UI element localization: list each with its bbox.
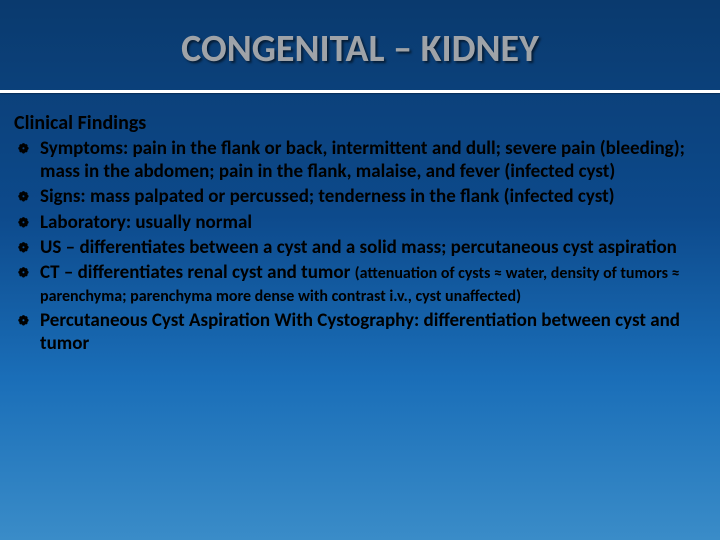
list-item: ❁ Symptoms: pain in the flank or back, i… [14,137,706,183]
content-area: Clinical Findings ❁ Symptoms: pain in th… [0,111,720,356]
list-item: ❁ Percutaneous Cyst Aspiration With Cyst… [14,309,706,355]
title-container: CONGENITAL – KIDNEY [0,0,720,82]
list-text: Percutaneous Cyst Aspiration With Cystog… [40,309,680,355]
bullet-icon: ❁ [18,314,29,330]
list-item: ❁ CT – differentiates renal cyst and tum… [14,261,706,307]
bullet-icon: ❁ [18,190,29,206]
list-item: ❁ Signs: mass palpated or percussed; ten… [14,185,706,208]
section-heading: Clinical Findings [14,111,706,135]
list-item: ❁ US – differentiates between a cyst and… [14,236,706,259]
list-text: Laboratory: usually normal [40,211,252,234]
divider [0,90,720,93]
list-text: CT – differentiates renal cyst and tumor [40,261,355,284]
list-text: US – differentiates between a cyst and a… [40,236,677,259]
bullet-icon: ❁ [18,241,29,257]
slide-title: CONGENITAL – KIDNEY [163,22,557,74]
list-text: Signs: mass palpated or percussed; tende… [40,185,615,208]
list-item: ❁ Laboratory: usually normal [14,211,706,234]
list-text: Symptoms: pain in the flank or back, int… [40,137,685,183]
bullet-icon: ❁ [18,216,29,232]
bullet-list: ❁ Symptoms: pain in the flank or back, i… [14,137,706,356]
bullet-icon: ❁ [18,266,29,282]
bullet-icon: ❁ [18,142,29,158]
